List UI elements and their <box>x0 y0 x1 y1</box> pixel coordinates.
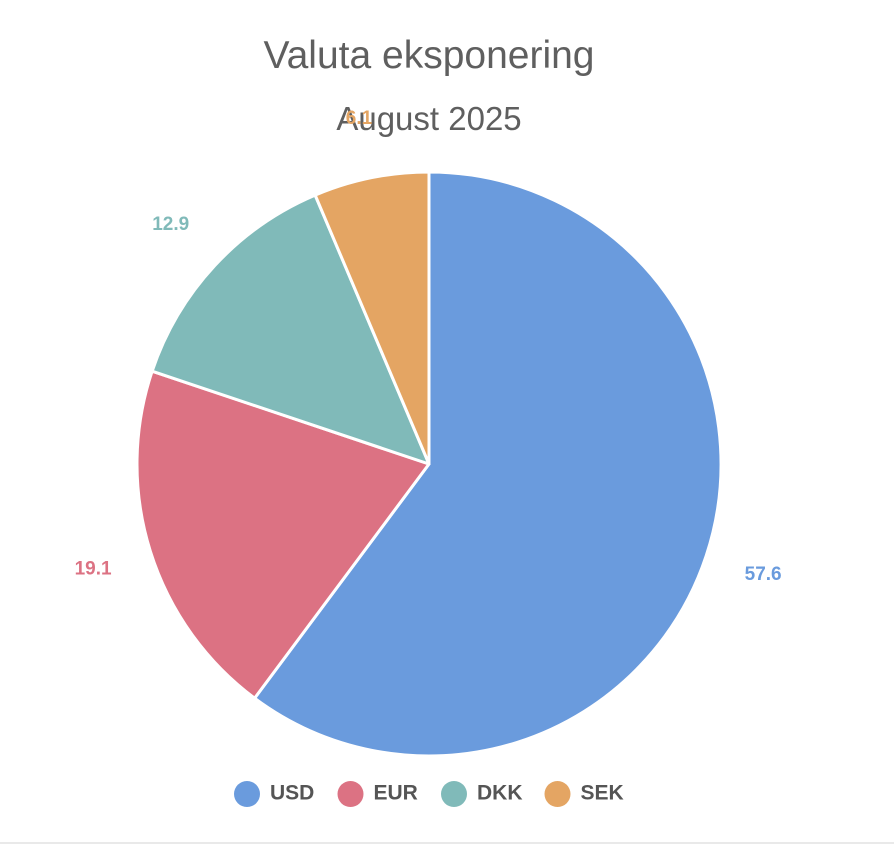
data-label-usd: 57.6 <box>745 564 782 585</box>
data-label-sek: 6.1 <box>346 108 373 129</box>
legend-marker-sek <box>544 781 571 807</box>
pie-slice-dkk[interactable] <box>150 193 431 466</box>
legend-label-sek: SEK <box>581 782 624 805</box>
legend-item-sek[interactable]: SEK <box>544 781 624 807</box>
pie-slice-eur[interactable] <box>135 369 431 700</box>
pie-slices <box>135 170 723 758</box>
legend-item-dkk[interactable]: DKK <box>441 781 523 807</box>
legend-item-usd[interactable]: USD <box>234 781 314 807</box>
chart-subtitle: August 2025 <box>336 100 521 137</box>
pie-data-labels: 57.6 19.1 12.9 6.1 <box>75 108 782 585</box>
data-label-dkk: 12.9 <box>152 214 189 235</box>
legend-marker-usd <box>234 781 260 807</box>
legend-item-eur[interactable]: EUR <box>337 781 418 807</box>
legend-marker-eur <box>337 781 364 807</box>
legend-label-dkk: DKK <box>477 782 523 805</box>
pie-slice-sek[interactable] <box>313 170 431 466</box>
bottom-divider <box>0 842 894 844</box>
legend-marker-dkk <box>441 781 467 807</box>
pie-slice-usd[interactable] <box>253 170 723 758</box>
chart-title: Valuta eksponering <box>263 34 594 77</box>
legend-label-usd: USD <box>270 782 314 805</box>
legend: USD EUR DKK SEK <box>234 781 624 807</box>
legend-label-eur: EUR <box>374 782 418 805</box>
data-label-eur: 19.1 <box>75 558 112 579</box>
